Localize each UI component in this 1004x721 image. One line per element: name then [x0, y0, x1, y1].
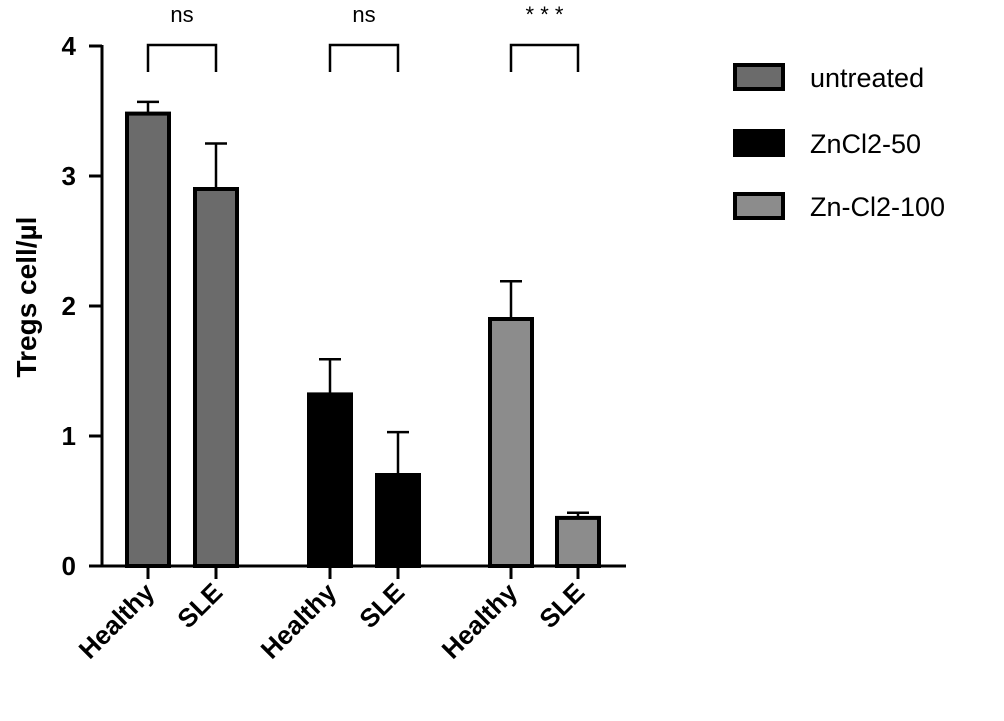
significance-bracket	[146, 43, 218, 72]
legend-swatch	[733, 129, 785, 157]
legend-swatch	[733, 192, 785, 220]
x-category-label: SLE	[353, 577, 410, 634]
y-axis-title: Tregs cell/µl	[11, 217, 42, 378]
y-tick-label: 0	[62, 551, 76, 581]
x-category-label: Healthy	[73, 577, 161, 665]
bar	[193, 187, 239, 568]
bar	[125, 111, 171, 568]
significance-annotations: ns ns * * *	[146, 2, 580, 72]
legend-label: ZnCl2-50	[810, 129, 921, 159]
bars-layer	[125, 100, 601, 569]
y-tick-label: 1	[62, 421, 76, 451]
x-category-label: Healthy	[255, 577, 343, 665]
x-category-label: SLE	[533, 577, 590, 634]
legend: untreated ZnCl2-50 Zn-Cl2-100	[733, 63, 945, 222]
bar	[307, 392, 353, 568]
significance-bracket	[509, 43, 580, 72]
significance-label: ns	[170, 2, 193, 27]
bar	[488, 317, 534, 568]
legend-label: untreated	[810, 63, 924, 93]
x-category-label: SLE	[171, 577, 228, 634]
y-axis: 0 1 2 3 4	[62, 31, 104, 581]
bar	[555, 515, 601, 569]
legend-swatch	[733, 63, 785, 91]
significance-label: * * *	[526, 2, 564, 27]
x-category-label: Healthy	[436, 577, 524, 665]
category-labels: Healthy SLE Healthy SLE Healthy SLE	[73, 566, 590, 665]
y-tick-label: 3	[62, 161, 76, 191]
y-tick-label: 4	[62, 31, 77, 61]
y-tick-label: 2	[62, 291, 76, 321]
significance-label: ns	[352, 2, 375, 27]
legend-label: Zn-Cl2-100	[810, 192, 945, 222]
significance-bracket	[328, 43, 400, 72]
bar	[375, 473, 421, 568]
